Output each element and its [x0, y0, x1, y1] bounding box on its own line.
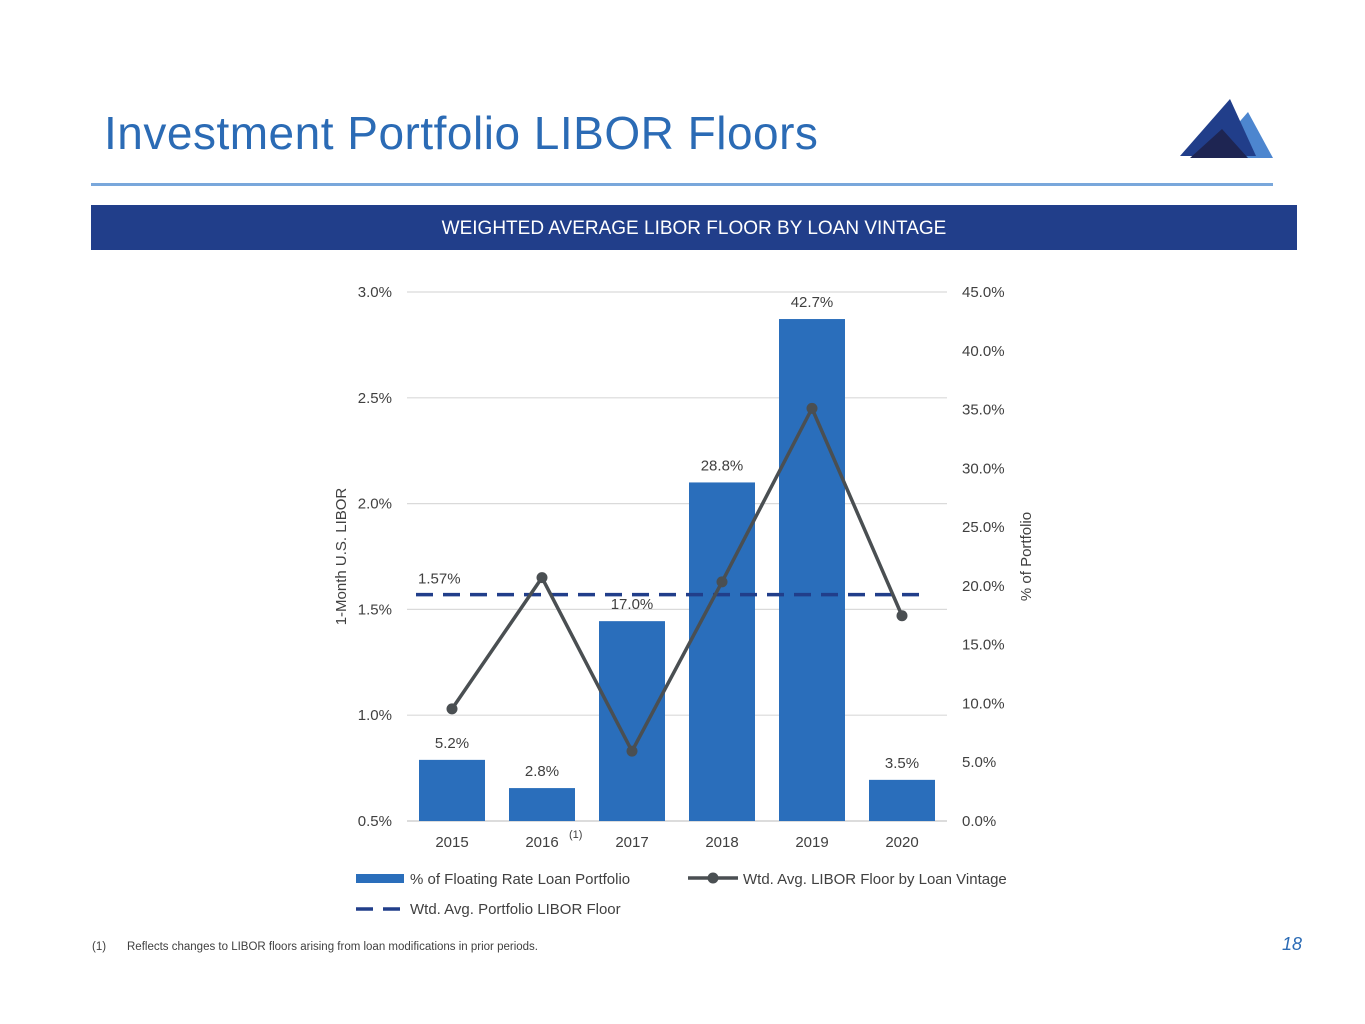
chart-labels: 0.5% 1.0% 1.5% 2.0% 2.5% 3.0% 0.0% 5.0% 10.0% 15.… [333, 284, 1035, 851]
bar-data-label: 28.8% [701, 457, 744, 474]
page-title: Investment Portfolio LIBOR Floors [104, 107, 819, 159]
left-axis-tick-label: 2.5% [358, 390, 392, 407]
bar-data-label: 17.0% [611, 596, 654, 613]
portfolio-floor-data-label: 1.57% [418, 571, 461, 588]
x-axis-tick-label: 2017 [615, 834, 648, 851]
bar-data-label: 5.2% [435, 735, 469, 752]
left-axis-tick-label: 1.0% [358, 707, 392, 724]
left-axis-tick-label: 0.5% [358, 813, 392, 830]
bar-data-label: 42.7% [791, 294, 834, 311]
legend-bar-swatch [356, 874, 404, 883]
title-divider [91, 183, 1273, 186]
x-axis-tick-label: 2018 [705, 834, 738, 851]
x-axis-tick-label: 2015 [435, 834, 468, 851]
left-axis-title: 1-Month U.S. LIBOR [333, 488, 350, 626]
right-axis-tick-label: 0.0% [962, 813, 996, 830]
vintage-floor-point-2018 [716, 576, 728, 588]
left-axis-tick-label: 3.0% [358, 284, 392, 301]
legend-line-label: Wtd. Avg. LIBOR Floor by Loan Vintage [743, 871, 1007, 888]
right-axis-tick-label: 25.0% [962, 519, 1005, 536]
legend-line-marker [707, 872, 719, 884]
x-axis-tick-label: 2020 [885, 834, 918, 851]
bar-2019 [779, 319, 845, 821]
page-number: 18 [1282, 934, 1303, 954]
right-axis-tick-label: 35.0% [962, 402, 1005, 419]
x-axis-tick-superscript: (1) [569, 829, 582, 841]
x-axis-tick-label: 2019 [795, 834, 828, 851]
chart-banner: WEIGHTED AVERAGE LIBOR FLOOR BY LOAN VIN… [91, 205, 1297, 250]
legend: % of Floating Rate Loan Portfolio Wtd. Av… [356, 871, 1007, 918]
bar-data-label: 3.5% [885, 755, 919, 772]
logo-mid-peak [1180, 99, 1256, 156]
vintage-floor-point-2017 [626, 745, 638, 757]
bar-2017 [599, 621, 665, 821]
left-axis-tick-label: 1.5% [358, 601, 392, 618]
bar-2015 [419, 759, 485, 821]
legend-bar-label: % of Floating Rate Loan Portfolio [410, 871, 630, 888]
right-axis-tick-label: 5.0% [962, 754, 996, 771]
right-axis-tick-label: 10.0% [962, 695, 1005, 712]
right-axis-tick-label: 30.0% [962, 460, 1005, 477]
vintage-floor-point-2019 [806, 402, 818, 414]
right-axis-tick-label: 45.0% [962, 284, 1005, 301]
bar-2018 [689, 482, 755, 821]
vintage-floor-line [446, 402, 908, 757]
vintage-floor-point-2020 [896, 610, 908, 622]
mountain-logo-icon [1180, 99, 1273, 158]
bars [419, 319, 935, 821]
footnote-mark: (1) [92, 941, 107, 953]
left-axis-tick-label: 2.0% [358, 496, 392, 513]
bar-2020 [869, 779, 935, 821]
right-axis-tick-label: 15.0% [962, 637, 1005, 654]
bar-2016 [509, 788, 575, 821]
right-axis-tick-label: 40.0% [962, 343, 1005, 360]
logo-dark-peak [1190, 129, 1248, 158]
gridlines [407, 291, 947, 822]
footnote-text: Reflects changes to LIBOR floors arising… [127, 941, 538, 953]
legend-dash-label: Wtd. Avg. Portfolio LIBOR Floor [410, 901, 621, 918]
x-axis-tick-label: 2016 [525, 834, 558, 851]
vintage-floor-polyline [450, 406, 904, 753]
vintage-floor-point-2016 [536, 572, 548, 584]
right-axis-tick-label: 20.0% [962, 578, 1005, 595]
vintage-floor-point-2015 [446, 703, 458, 715]
right-axis-title: % of Portfolio [1018, 512, 1035, 601]
bar-data-label: 2.8% [525, 763, 559, 780]
